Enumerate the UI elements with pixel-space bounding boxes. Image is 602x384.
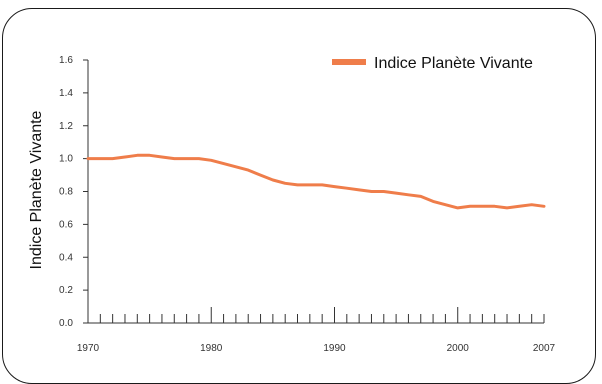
y-tick-label: 1.6 — [59, 55, 73, 66]
series-layer — [86, 153, 546, 210]
series-line — [86, 153, 546, 210]
x-ticks: 1970 1980 1990 2000 2007 — [77, 307, 556, 354]
y-tick-label: 1.2 — [59, 121, 73, 132]
y-tick-label: 0.8 — [59, 187, 73, 198]
x-tick-label: 1970 — [77, 343, 100, 354]
y-axis-label: Indice Planète Vivante — [28, 110, 45, 269]
y-tick-label: 0.2 — [59, 285, 73, 296]
x-tick-label: 1990 — [323, 343, 346, 354]
x-tick-label: 2007 — [533, 343, 556, 354]
legend: Indice Planète Vivante — [332, 55, 533, 72]
y-ticks: 0.0 0.2 0.4 0.6 0.8 1.0 1.2 1.4 1.6 — [59, 55, 88, 329]
x-tick-label: 2000 — [447, 343, 470, 354]
y-tick-label: 0.4 — [59, 252, 73, 263]
y-tick-label: 0.6 — [59, 219, 73, 230]
y-tick-label: 1.0 — [59, 154, 73, 165]
axes — [87, 60, 544, 324]
x-tick-label: 1980 — [200, 343, 223, 354]
y-tick-label: 0.0 — [59, 318, 73, 329]
chart-frame — [2, 8, 596, 384]
legend-label: Indice Planète Vivante — [374, 55, 533, 72]
y-tick-label: 1.4 — [59, 88, 73, 99]
